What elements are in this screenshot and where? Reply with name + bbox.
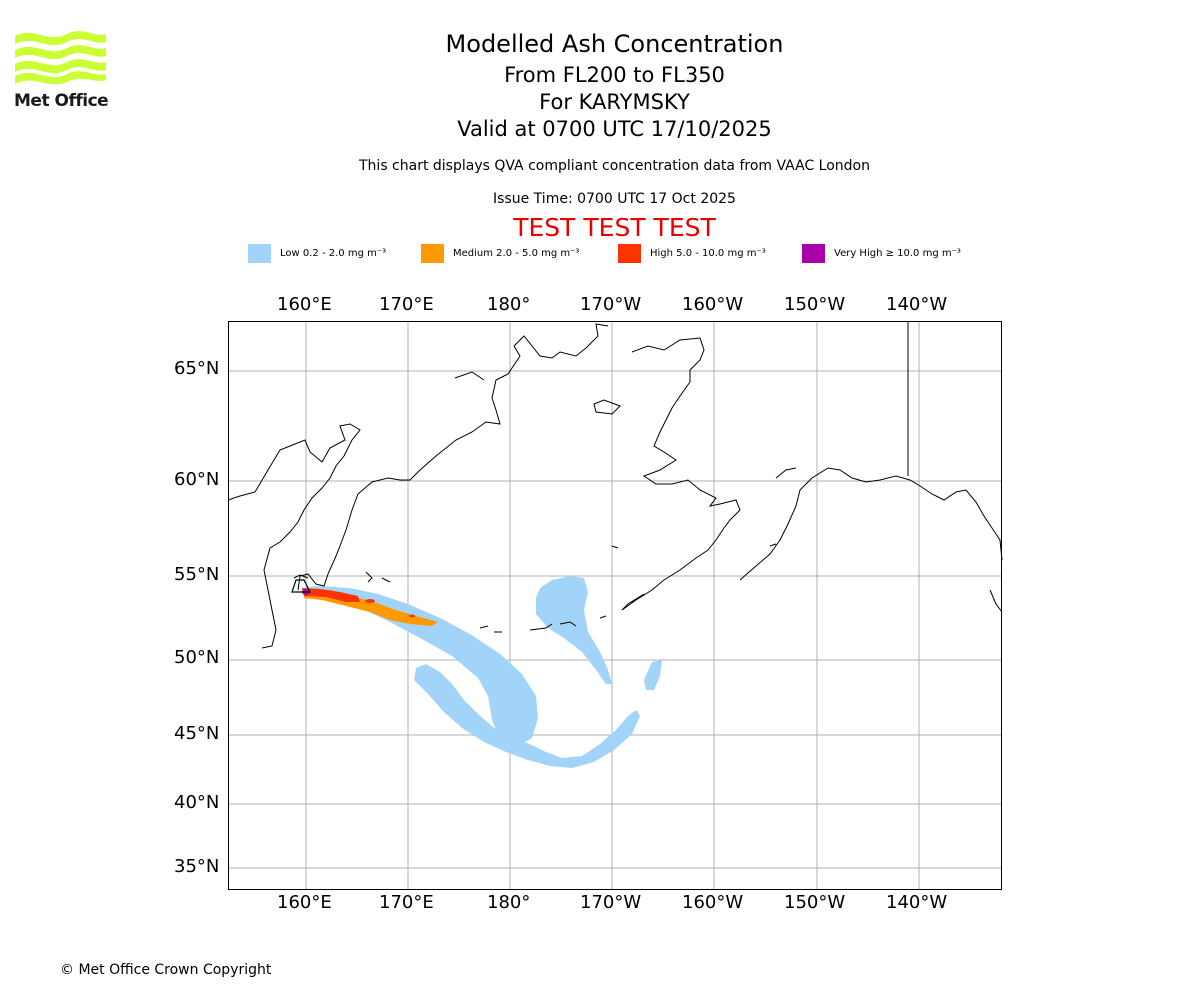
flight-level-subtitle: From FL200 to FL350 xyxy=(504,63,725,87)
met-office-logo xyxy=(13,30,108,112)
legend-label-low: Low 0.2 - 2.0 mg m⁻³ xyxy=(280,247,387,259)
lat-label: 40°N xyxy=(174,792,220,813)
logo-wordmark: Met Office xyxy=(14,91,109,111)
valid-time-subtitle: Valid at 0700 UTC 17/10/2025 xyxy=(457,117,772,141)
islands xyxy=(365,543,777,633)
lon-label-top: 170°E xyxy=(379,294,434,315)
lon-label-bottom: 160°W xyxy=(682,892,744,913)
lon-label-bottom: 140°W xyxy=(886,892,948,913)
lon-label-top: 150°W xyxy=(784,294,846,315)
lat-label: 50°N xyxy=(174,647,220,668)
legend-item-low: Low 0.2 - 2.0 mg m⁻³ xyxy=(248,243,386,263)
legend-swatch-very-high xyxy=(802,243,825,263)
legend-item-high: High 5.0 - 10.0 mg m⁻³ xyxy=(618,243,766,263)
qva-note: This chart displays QVA compliant concen… xyxy=(359,158,870,174)
volcano-subtitle: For KARYMSKY xyxy=(539,90,690,114)
legend-swatch-low xyxy=(248,243,271,263)
lat-label: 45°N xyxy=(174,723,220,744)
ash-map xyxy=(228,321,1003,890)
legend-item-very-high: Very High ≥ 10.0 mg m⁻³ xyxy=(802,243,961,263)
lon-label-top: 170°W xyxy=(580,294,642,315)
lat-label: 65°N xyxy=(174,358,220,379)
ash-high-region xyxy=(302,588,415,618)
lon-label-top: 140°W xyxy=(886,294,948,315)
coastlines xyxy=(228,321,1003,649)
lat-label: 60°N xyxy=(174,469,220,490)
lon-label-bottom: 150°W xyxy=(784,892,846,913)
lon-label-bottom: 160°E xyxy=(277,892,332,913)
lon-label-bottom: 170°E xyxy=(379,892,434,913)
lat-label: 35°N xyxy=(174,856,220,877)
lon-label-bottom: 180° xyxy=(487,892,531,913)
lon-label-top: 160°W xyxy=(682,294,744,315)
chart-title: Modelled Ash Concentration xyxy=(445,30,784,58)
lon-label-bottom: 170°W xyxy=(580,892,642,913)
legend-swatch-high xyxy=(618,243,641,263)
legend-label-medium: Medium 2.0 - 5.0 mg m⁻³ xyxy=(453,247,580,259)
test-banner: TEST TEST TEST xyxy=(513,213,716,242)
lon-label-top: 160°E xyxy=(277,294,332,315)
graticule xyxy=(228,321,1002,890)
copyright-notice: © Met Office Crown Copyright xyxy=(60,962,272,978)
legend-label-very-high: Very High ≥ 10.0 mg m⁻³ xyxy=(834,247,961,259)
legend-label-high: High 5.0 - 10.0 mg m⁻³ xyxy=(650,247,766,259)
lat-label: 55°N xyxy=(174,564,220,585)
legend-swatch-medium xyxy=(421,243,444,263)
issue-time: Issue Time: 0700 UTC 17 Oct 2025 xyxy=(493,191,736,207)
lon-label-top: 180° xyxy=(487,294,531,315)
legend-item-medium: Medium 2.0 - 5.0 mg m⁻³ xyxy=(421,243,579,263)
